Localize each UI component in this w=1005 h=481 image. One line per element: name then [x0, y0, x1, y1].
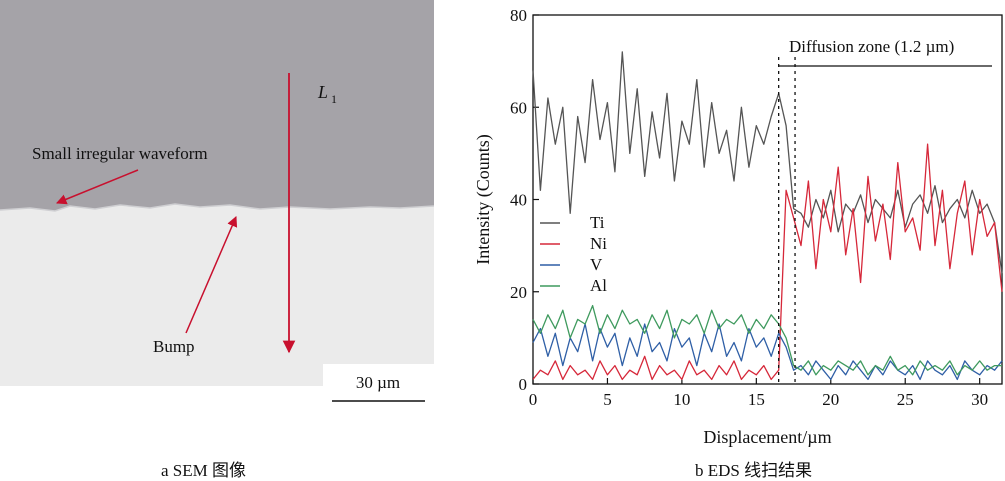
sem-image-panel: L 1 Small irregular waveform Bump 30 µm: [0, 0, 1005, 481]
sem-bottom-phase: [0, 204, 434, 386]
scale-bar-label: 30 µm: [356, 373, 400, 392]
l1-subscript: 1: [331, 92, 337, 106]
eds-caption: b EDS 线扫结果: [695, 456, 812, 481]
figure: L 1 Small irregular waveform Bump 30 µm …: [0, 0, 1005, 481]
bump-label: Bump: [153, 337, 195, 356]
waveform-label: Small irregular waveform: [32, 144, 208, 163]
sem-top-phase: [0, 0, 434, 215]
sem-caption: a SEM 图像: [161, 456, 246, 481]
l1-label: L: [317, 82, 328, 102]
